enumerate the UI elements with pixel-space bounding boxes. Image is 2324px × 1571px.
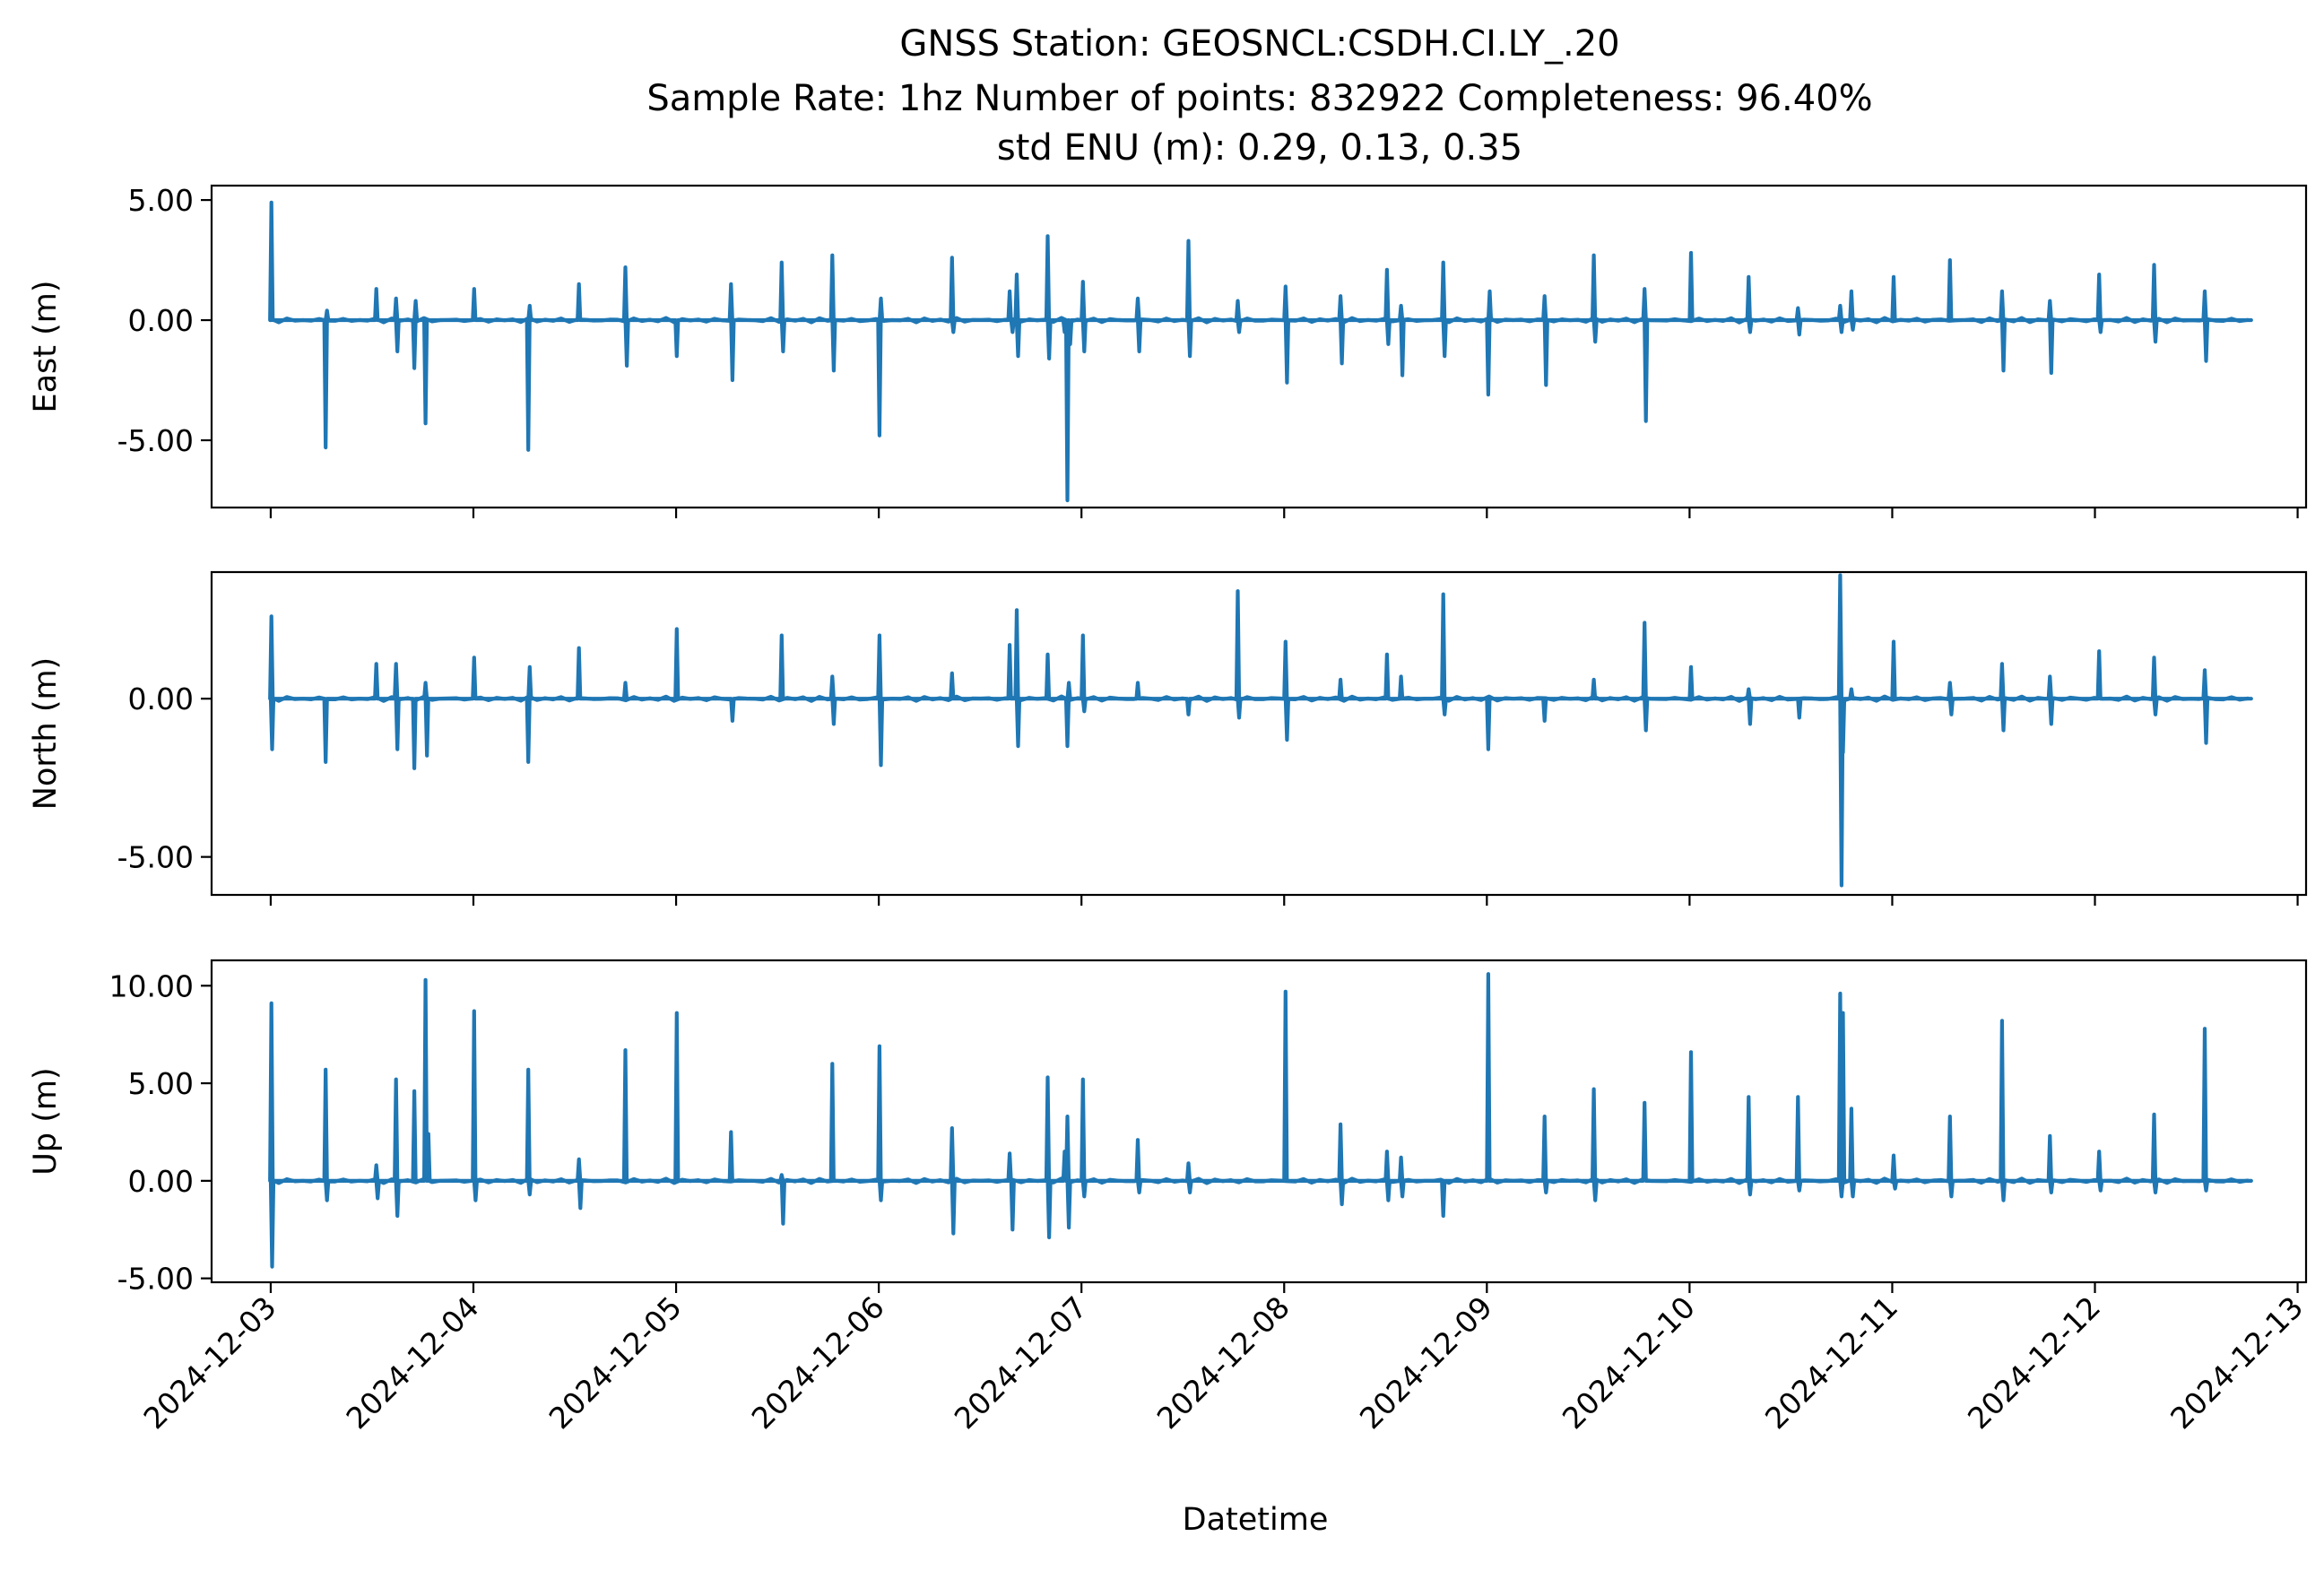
series-line-east (268, 200, 2253, 503)
panel-east: 5.00 0.00 -5.00 East (m) (28, 183, 2308, 518)
series-noise-up (268, 1176, 2250, 1185)
x-tick-label-1: 2024-12-04 (339, 1289, 485, 1436)
y-tick-label-north-1: -5.00 (117, 840, 194, 875)
y-tick-label-up-2: 0.00 (128, 1164, 194, 1199)
y-tick-label-east-0: 5.00 (128, 183, 194, 218)
x-tick-label-7: 2024-12-10 (1556, 1289, 1702, 1436)
series-line-up (268, 972, 2253, 1269)
y-tick-label-north-0: 0.00 (128, 681, 194, 716)
x-tick-label-0: 2024-12-03 (136, 1289, 282, 1436)
y-axis-label-up: Up (m) (28, 1067, 64, 1175)
y-tick-label-east-1: 0.00 (128, 303, 194, 338)
x-tick-label-5: 2024-12-08 (1150, 1289, 1296, 1436)
y-axis-label-east: East (m) (28, 280, 64, 412)
panels-layer: 5.00 0.00 -5.00 East (m) 0.00 -5.00 North (m) 1… (28, 183, 2308, 1297)
panel-frame-north (210, 570, 2308, 897)
panel-up: 10.00 5.00 0.00 -5.00 Up (m) (28, 959, 2308, 1297)
x-axis-label: Datetime (1183, 1502, 1329, 1538)
y-axis-label-north: North (m) (28, 657, 64, 810)
y-tick-label-up-3: -5.00 (117, 1262, 194, 1297)
series-noise-north (268, 694, 2250, 703)
x-tick-label-4: 2024-12-07 (948, 1289, 1094, 1436)
panel-north: 0.00 -5.00 North (m) (28, 570, 2308, 906)
x-tick-label-6: 2024-12-09 (1353, 1289, 1499, 1436)
y-tick-label-up-0: 10.00 (109, 968, 194, 1003)
y-tick-label-east-2: -5.00 (117, 423, 194, 458)
x-tick-label-9: 2024-12-12 (1961, 1289, 2107, 1436)
panel-frame-up (210, 959, 2308, 1284)
x-axis: 2024-12-03 2024-12-04 2024-12-05 2024-12-06… (136, 1289, 2310, 1436)
chart-title-line-3: std ENU (m): 0.29, 0.13, 0.35 (997, 127, 1522, 169)
chart-title-line-2: Sample Rate: 1hz Number of points: 83292… (646, 78, 1872, 119)
x-tick-label-10: 2024-12-13 (2164, 1289, 2310, 1436)
series-line-north (268, 573, 2253, 888)
panel-frame-east (210, 184, 2308, 509)
y-tick-label-up-1: 5.00 (128, 1066, 194, 1101)
x-tick-label-8: 2024-12-11 (1758, 1289, 1904, 1436)
x-tick-label-3: 2024-12-06 (745, 1289, 891, 1436)
x-tick-label-2: 2024-12-05 (542, 1289, 689, 1436)
chart-title-line-1: GNSS Station: GEOSNCL:CSDH.CI.LY_.20 (899, 23, 1619, 65)
series-noise-east (268, 316, 2250, 325)
